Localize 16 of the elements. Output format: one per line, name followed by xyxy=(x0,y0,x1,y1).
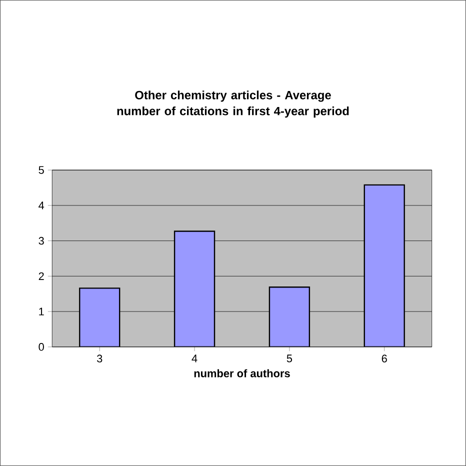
y-tick-label: 0 xyxy=(38,343,44,351)
bar xyxy=(268,286,310,347)
bar xyxy=(364,184,405,347)
bar xyxy=(174,230,216,347)
x-tick-label: 5 xyxy=(286,354,292,362)
y-tick-label: 4 xyxy=(38,202,44,210)
bar xyxy=(79,288,120,347)
chart-title: Other chemistry articles - Average number of citations in first 4-year period xyxy=(117,90,349,118)
y-tick-label: 5 xyxy=(38,166,44,174)
y-tick-label: 2 xyxy=(38,272,44,280)
y-tick-label: 1 xyxy=(39,308,44,316)
x-tick-label: 4 xyxy=(192,354,198,362)
y-tick-label: 3 xyxy=(38,236,44,245)
x-axis-title: number of authors xyxy=(194,369,290,378)
x-tick-label: 3 xyxy=(96,354,102,362)
x-tick-label: 6 xyxy=(382,354,387,362)
